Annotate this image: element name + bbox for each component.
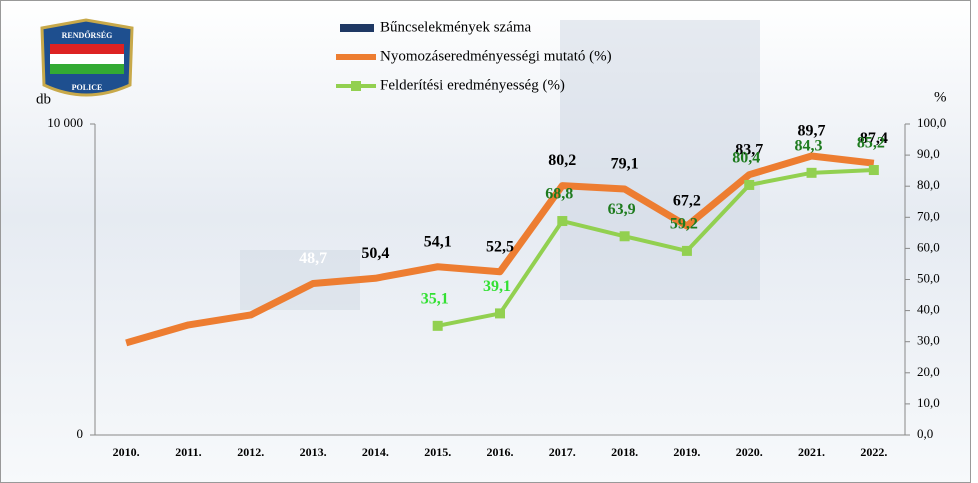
x-tick-label: 2020. bbox=[736, 445, 763, 459]
data-label: 54,1 bbox=[424, 233, 452, 250]
data-label: 80,2 bbox=[548, 152, 576, 169]
x-tick-label: 2014. bbox=[362, 445, 389, 459]
x-tick-label: 2017. bbox=[549, 445, 576, 459]
y2-tick-label: 0,0 bbox=[917, 426, 933, 441]
data-label: 52,5 bbox=[486, 238, 514, 255]
data-label: 80,4 bbox=[732, 150, 760, 167]
marker bbox=[432, 320, 443, 331]
svg-text:POLICE: POLICE bbox=[72, 83, 103, 92]
marker bbox=[495, 308, 505, 319]
data-label: 89,7 bbox=[798, 123, 826, 140]
logo: RENDŐRSÉG POLICE bbox=[40, 18, 134, 97]
line bbox=[437, 168, 874, 328]
data-label: 83,7 bbox=[735, 141, 763, 158]
x-tick-label: 2016. bbox=[487, 445, 514, 459]
y2-tick-label: 30,0 bbox=[917, 333, 940, 348]
y2-tick-label: 80,0 bbox=[917, 177, 940, 192]
legend-swatch bbox=[340, 24, 374, 32]
legend-label: Bűncselekmények száma bbox=[380, 19, 532, 35]
legend-label: Felderítési eredményesség (%) bbox=[380, 77, 565, 93]
line bbox=[125, 152, 875, 347]
y-axis-label: db bbox=[36, 91, 51, 107]
data-label: 67,2 bbox=[673, 193, 701, 210]
y2-tick-label: 10,0 bbox=[917, 395, 940, 410]
x-tick-label: 2018. bbox=[611, 445, 638, 459]
x-tick-label: 2011. bbox=[175, 445, 201, 459]
legend-label: Nyomozáseredményességi mutató (%) bbox=[380, 48, 612, 64]
y2-tick-label: 100,0 bbox=[917, 115, 946, 130]
y2-tick-label: 90,0 bbox=[917, 146, 940, 161]
y2-tick-label: 40,0 bbox=[917, 302, 940, 317]
marker bbox=[868, 165, 879, 176]
legend-marker bbox=[351, 81, 361, 91]
y-tick-label: 0 bbox=[77, 426, 84, 441]
x-tick-label: 2019. bbox=[673, 445, 700, 459]
data-label: 48,7 bbox=[299, 250, 327, 267]
data-label: 39,1 bbox=[483, 278, 511, 295]
marker bbox=[806, 167, 817, 178]
x-tick-label: 2021. bbox=[798, 445, 825, 459]
svg-text:RENDŐRSÉG: RENDŐRSÉG bbox=[62, 30, 113, 40]
marker bbox=[744, 179, 755, 190]
data-label: 84,3 bbox=[795, 137, 823, 154]
marker bbox=[619, 231, 630, 242]
data-label: 50,4 bbox=[361, 245, 389, 262]
y2-tick-label: 20,0 bbox=[917, 364, 940, 379]
x-tick-label: 2010. bbox=[113, 445, 140, 459]
data-label: 35,1 bbox=[421, 291, 449, 308]
y2-tick-label: 60,0 bbox=[917, 239, 940, 254]
marker bbox=[557, 216, 568, 227]
x-tick-label: 2012. bbox=[237, 445, 264, 459]
marker bbox=[681, 245, 692, 256]
y2-tick-label: 70,0 bbox=[917, 208, 940, 223]
data-label: 87,4 bbox=[860, 130, 888, 147]
data-label: 59,2 bbox=[670, 216, 698, 233]
y2-tick-label: 50,0 bbox=[917, 270, 940, 285]
data-label: 68,8 bbox=[545, 186, 573, 203]
y2-axis-label: % bbox=[934, 89, 947, 105]
x-tick-label: 2015. bbox=[424, 445, 451, 459]
x-tick-label: 2013. bbox=[300, 445, 327, 459]
data-label: 79,1 bbox=[611, 156, 639, 173]
x-tick-label: 2022. bbox=[860, 445, 887, 459]
y-tick-label: 10 000 bbox=[47, 115, 83, 130]
building bbox=[560, 20, 760, 300]
data-label: 85,2 bbox=[857, 135, 885, 152]
data-label: 63,9 bbox=[608, 201, 636, 218]
